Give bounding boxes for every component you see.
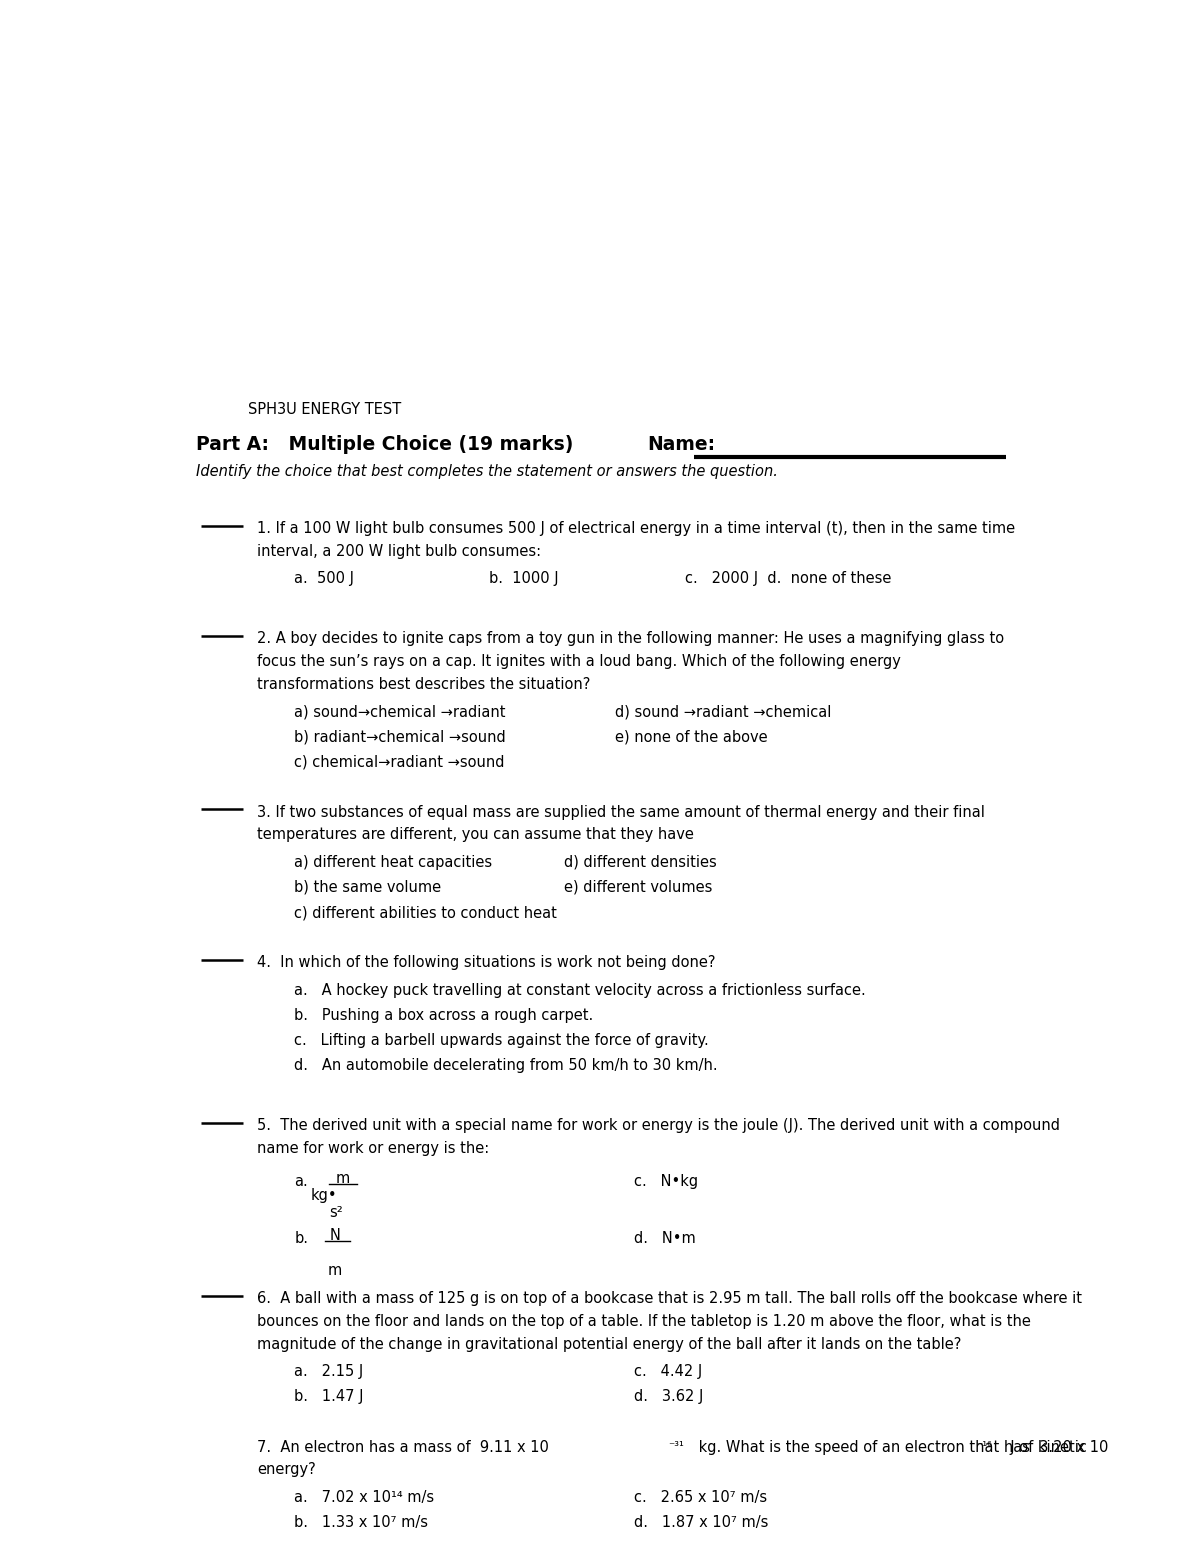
Text: Name:: Name: xyxy=(648,435,715,453)
Text: transformations best describes the situation?: transformations best describes the situa… xyxy=(257,677,590,691)
Text: kg. What is the speed of an electron that has  3.20 x 10: kg. What is the speed of an electron tha… xyxy=(694,1440,1109,1455)
Text: a) different heat capacities: a) different heat capacities xyxy=(294,854,492,870)
Text: d) sound →radiant →chemical: d) sound →radiant →chemical xyxy=(616,704,832,719)
Text: a.   A hockey puck travelling at constant velocity across a frictionless surface: a. A hockey puck travelling at constant … xyxy=(294,983,866,997)
Text: a.: a. xyxy=(294,1174,308,1190)
Text: bounces on the floor and lands on the top of a table. If the tabletop is 1.20 m : bounces on the floor and lands on the to… xyxy=(257,1314,1031,1329)
Text: m: m xyxy=(336,1171,350,1185)
Text: b.   Pushing a box across a rough carpet.: b. Pushing a box across a rough carpet. xyxy=(294,1008,593,1023)
Text: a.  500 J: a. 500 J xyxy=(294,572,354,587)
Text: e) different volumes: e) different volumes xyxy=(564,881,713,895)
Text: b.: b. xyxy=(294,1232,308,1247)
Text: 1. If a 100 W light bulb consumes 500 J of electrical energy in a time interval : 1. If a 100 W light bulb consumes 500 J … xyxy=(257,522,1015,536)
Text: m: m xyxy=(328,1263,342,1278)
Text: b.   1.47 J: b. 1.47 J xyxy=(294,1390,364,1404)
Text: a.   2.15 J: a. 2.15 J xyxy=(294,1364,364,1379)
Text: b.   1.33 x 10⁷ m/s: b. 1.33 x 10⁷ m/s xyxy=(294,1514,428,1530)
Text: interval, a 200 W light bulb consumes:: interval, a 200 W light bulb consumes: xyxy=(257,544,541,559)
Text: d.   3.62 J: d. 3.62 J xyxy=(634,1390,703,1404)
Text: ⁻¹⁶: ⁻¹⁶ xyxy=(976,1440,991,1452)
Text: 3. If two substances of equal mass are supplied the same amount of thermal energ: 3. If two substances of equal mass are s… xyxy=(257,804,985,820)
Text: magnitude of the change in gravitational potential energy of the ball after it l: magnitude of the change in gravitational… xyxy=(257,1337,961,1351)
Text: Identify the choice that best completes the statement or answers the question.: Identify the choice that best completes … xyxy=(197,464,779,478)
Text: d.   1.87 x 10⁷ m/s: d. 1.87 x 10⁷ m/s xyxy=(634,1514,768,1530)
Text: 4.  In which of the following situations is work not being done?: 4. In which of the following situations … xyxy=(257,955,715,971)
Text: d.   An automobile decelerating from 50 km/h to 30 km/h.: d. An automobile decelerating from 50 km… xyxy=(294,1058,718,1073)
Text: c) chemical→radiant →sound: c) chemical→radiant →sound xyxy=(294,755,505,769)
Text: ⁻³¹: ⁻³¹ xyxy=(668,1440,684,1452)
Text: name for work or energy is the:: name for work or energy is the: xyxy=(257,1140,490,1155)
Text: c.   N•kg: c. N•kg xyxy=(634,1174,697,1190)
Text: d) different densities: d) different densities xyxy=(564,854,716,870)
Text: b) the same volume: b) the same volume xyxy=(294,881,442,895)
Text: temperatures are different, you can assume that they have: temperatures are different, you can assu… xyxy=(257,828,694,842)
Text: e) none of the above: e) none of the above xyxy=(616,730,768,744)
Text: a) sound→chemical →radiant: a) sound→chemical →radiant xyxy=(294,704,505,719)
Text: b) radiant→chemical →sound: b) radiant→chemical →sound xyxy=(294,730,506,744)
Text: kg•: kg• xyxy=(311,1188,337,1204)
Text: c) different abilities to conduct heat: c) different abilities to conduct heat xyxy=(294,905,557,919)
Text: c.   4.42 J: c. 4.42 J xyxy=(634,1364,702,1379)
Text: b.  1000 J: b. 1000 J xyxy=(490,572,559,587)
Text: energy?: energy? xyxy=(257,1463,316,1477)
Text: c.   2.65 x 10⁷ m/s: c. 2.65 x 10⁷ m/s xyxy=(634,1489,767,1505)
Text: 7.  An electron has a mass of  9.11 x 10: 7. An electron has a mass of 9.11 x 10 xyxy=(257,1440,548,1455)
Text: a.   7.02 x 10¹⁴ m/s: a. 7.02 x 10¹⁴ m/s xyxy=(294,1489,434,1505)
Text: focus the sun’s rays on a cap. It ignites with a loud bang. Which of the followi: focus the sun’s rays on a cap. It ignite… xyxy=(257,654,901,669)
Text: 2. A boy decides to ignite caps from a toy gun in the following manner: He uses : 2. A boy decides to ignite caps from a t… xyxy=(257,631,1004,646)
Text: c.   2000 J  d.  none of these: c. 2000 J d. none of these xyxy=(685,572,892,587)
Text: SPH3U ENERGY TEST: SPH3U ENERGY TEST xyxy=(247,402,401,416)
Text: 5.  The derived unit with a special name for work or energy is the joule (J). Th: 5. The derived unit with a special name … xyxy=(257,1118,1060,1132)
Text: d.   N•m: d. N•m xyxy=(634,1232,695,1247)
Text: Part A:   Multiple Choice (19 marks): Part A: Multiple Choice (19 marks) xyxy=(197,435,574,453)
Text: N: N xyxy=(330,1228,341,1242)
Text: 6.  A ball with a mass of 125 g is on top of a bookcase that is 2.95 m tall. The: 6. A ball with a mass of 125 g is on top… xyxy=(257,1291,1082,1306)
Text: s²: s² xyxy=(330,1205,343,1221)
Text: c.   Lifting a barbell upwards against the force of gravity.: c. Lifting a barbell upwards against the… xyxy=(294,1033,709,1048)
Text: J of kinetic: J of kinetic xyxy=(1001,1440,1087,1455)
